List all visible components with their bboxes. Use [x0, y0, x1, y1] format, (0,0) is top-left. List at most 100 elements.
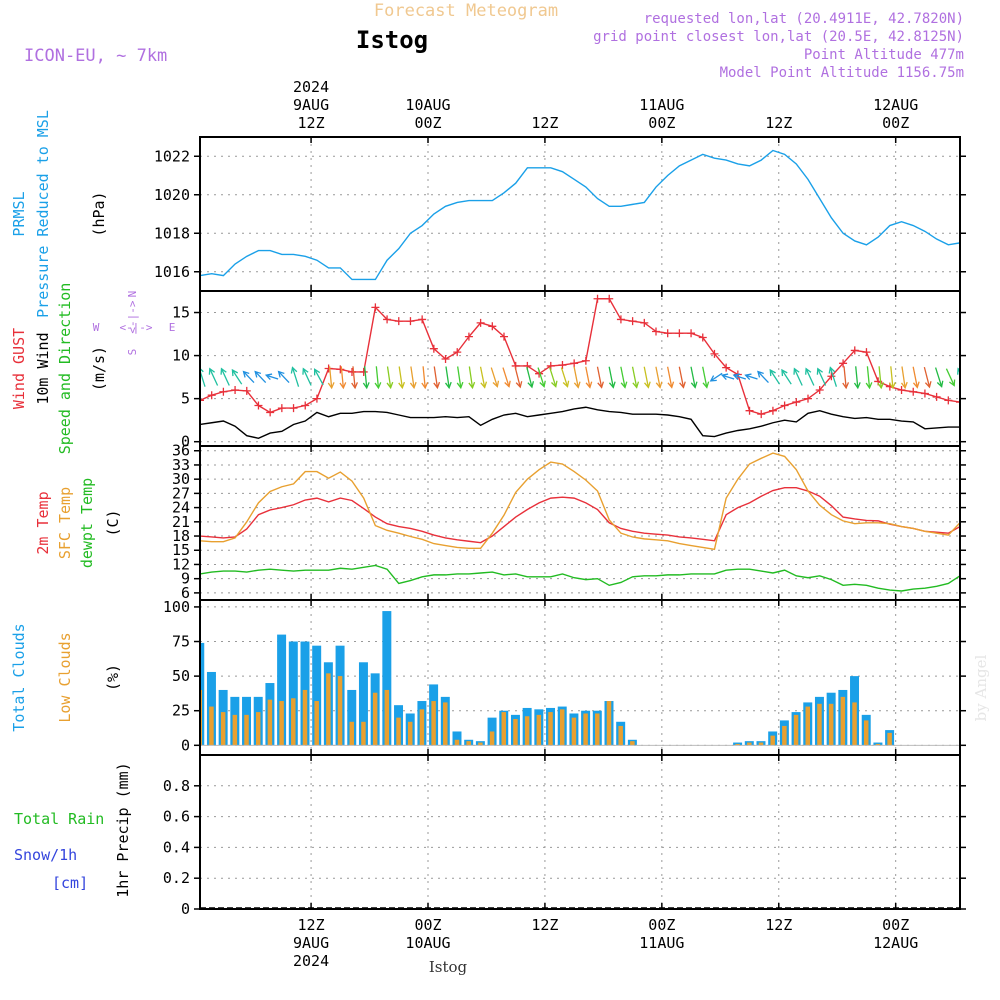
wind-arrowhead [957, 367, 960, 375]
gust-marker [488, 322, 497, 331]
wind-arrowhead [374, 382, 382, 390]
wind-arrowhead [667, 381, 675, 389]
gust-marker [687, 329, 696, 338]
bottom-time-label: 12Z [298, 916, 325, 934]
wind-arrowhead [421, 382, 429, 390]
gust-marker [242, 386, 251, 395]
y-tick-label: 1018 [154, 224, 190, 242]
wind-arrowhead [386, 381, 394, 390]
wind-direction-arrow [890, 366, 894, 389]
gust-marker [464, 332, 473, 341]
wind-direction-arrow [265, 374, 279, 380]
panel-side-label: Speed and Direction [56, 283, 74, 455]
wind-arrowhead [865, 382, 873, 390]
low-clouds-bar [349, 721, 355, 746]
wind-arrowhead [302, 367, 309, 375]
low-clouds-bar [443, 702, 448, 746]
wind-direction-arrow [585, 366, 591, 388]
y-tick-label: 0.4 [163, 838, 190, 856]
wind-arrowhead [551, 380, 558, 388]
wind-direction-arrow [560, 367, 569, 387]
gust-marker [570, 359, 579, 368]
wind-arrowhead [720, 373, 729, 380]
wind-arrowhead [853, 382, 861, 390]
compass-horizontal: <-|-> [119, 321, 152, 334]
gust-marker [815, 386, 824, 395]
panel-frame [199, 136, 961, 292]
low-clouds-bar [618, 725, 623, 746]
y-tick-label: 1020 [154, 186, 190, 204]
panel-side-label: Low Clouds [56, 632, 74, 722]
wind-direction-arrow [666, 366, 673, 388]
y-tick-label: 33 [172, 456, 190, 474]
gust-marker [266, 408, 275, 417]
low-clouds-bar [548, 712, 553, 746]
top-time-label: 00Z [414, 114, 441, 132]
wind-arrowhead [539, 380, 546, 388]
low-clouds-bar [793, 714, 799, 746]
gust-marker [850, 346, 859, 355]
wind-arrowhead [948, 379, 956, 387]
panel-5: 0 0.2 0.4 0.6 0.8 Total Rain Snow/1h [cm] 1hr Pr… [14, 754, 966, 918]
wind-arrowhead [351, 382, 359, 390]
gust-marker [441, 355, 450, 364]
y-tick-label: 50 [172, 667, 190, 685]
wind-direction-arrow [422, 366, 426, 389]
wind-arrowhead [242, 370, 250, 378]
wind-direction-arrow [375, 366, 380, 389]
wind-arrowhead [585, 381, 593, 389]
low-clouds-bar [840, 696, 846, 746]
wind-arrowhead [709, 375, 717, 382]
wind-direction-arrow [843, 366, 847, 389]
model-label: ICON-EU, ~ 7km [24, 46, 167, 66]
gust-marker [605, 294, 614, 303]
low-clouds-bar [314, 701, 319, 746]
low-clouds-bar [817, 703, 822, 746]
plot-area [200, 611, 960, 746]
low-clouds-bar [407, 721, 413, 746]
y-tick-label: 75 [172, 633, 190, 651]
series-line [200, 406, 960, 439]
low-clouds-bar [419, 709, 425, 746]
gust-marker [780, 401, 789, 410]
gust-marker [944, 396, 953, 405]
top-time-label: 00Z [648, 114, 675, 132]
requested-coords: requested lon,lat (20.4911E, 42.7820N) [644, 11, 964, 27]
gust-marker [768, 406, 777, 415]
total-clouds-bar [277, 634, 287, 746]
gust-marker [359, 367, 368, 376]
y-tick-label: 15 [172, 304, 190, 322]
gust-marker [289, 404, 298, 413]
panel-side-label: 2m Temp [34, 491, 52, 554]
low-clouds-bar [279, 701, 284, 746]
y-tick-label: 0 [181, 433, 190, 451]
panel-side-label: (m/s) [90, 346, 108, 391]
wind-direction-arrow [710, 372, 723, 382]
wind-direction-arrow [302, 368, 312, 386]
wind-arrowhead [277, 370, 285, 378]
bottom-time-label: 10AUG [405, 934, 450, 952]
gust-marker [909, 387, 918, 396]
wind-arrowhead [515, 381, 523, 389]
low-clouds-bar [291, 698, 296, 746]
wind-direction-arrow [328, 366, 333, 389]
wind-arrowhead [339, 382, 347, 390]
panel-side-label: 10m Wind [34, 332, 52, 404]
wind-direction-arrow [805, 368, 815, 386]
series-line [200, 564, 960, 592]
wind-direction-arrow [502, 367, 510, 387]
wind-direction-arrow [445, 366, 450, 388]
wind-direction-arrow [549, 367, 557, 387]
wind-direction-arrow [878, 366, 882, 389]
wind-direction-arrow [479, 366, 486, 388]
precip-side-label: [cm] [52, 874, 88, 892]
precip-side-label: Total Rain [14, 810, 104, 828]
wind-direction-arrow [678, 366, 685, 388]
y-tick-label: 27 [172, 484, 190, 502]
top-time-label: 11AUG [639, 96, 684, 114]
low-clouds-bar [770, 735, 775, 746]
low-clouds-bar [489, 731, 495, 746]
y-tick-label: 0.2 [163, 869, 190, 887]
wind-direction-arrow [934, 367, 943, 387]
gust-marker [663, 329, 672, 338]
